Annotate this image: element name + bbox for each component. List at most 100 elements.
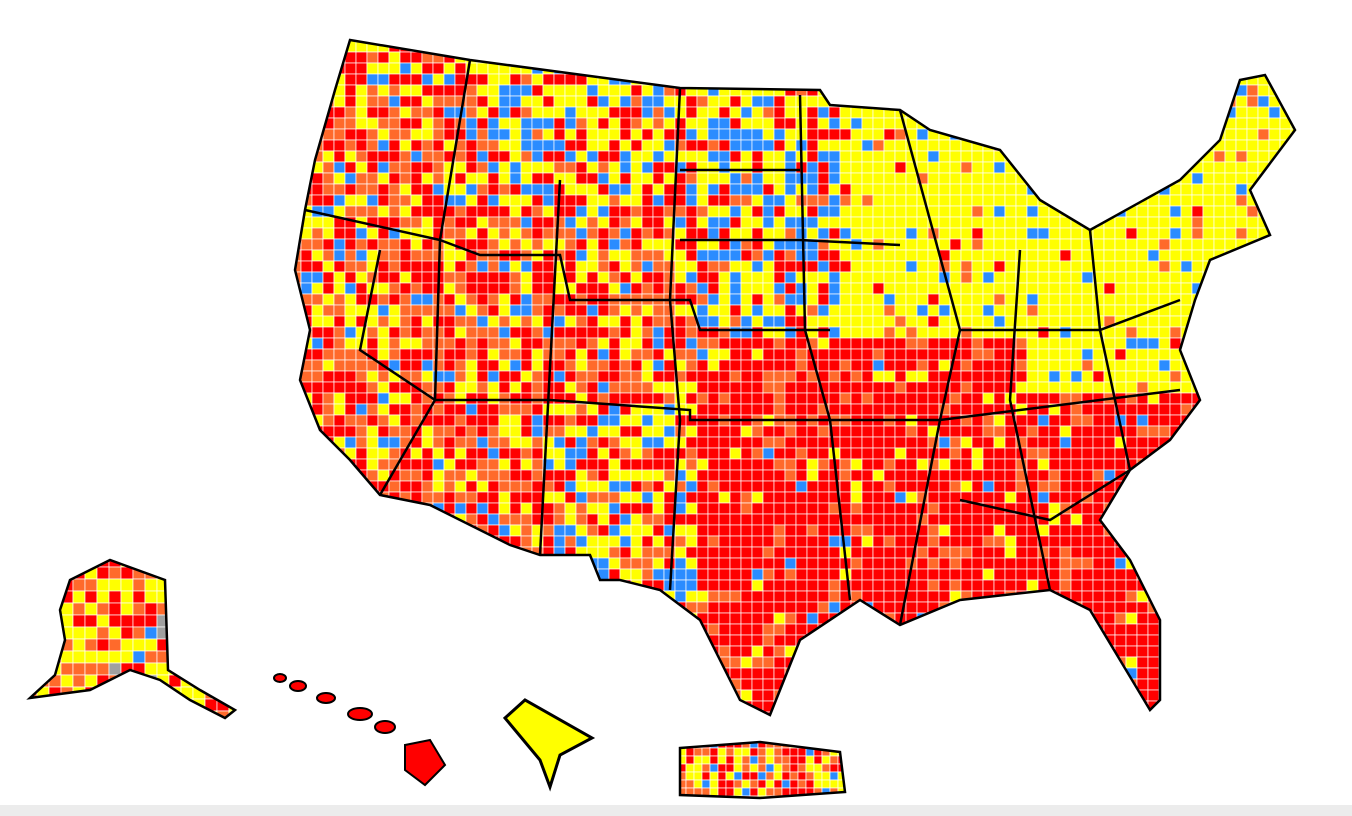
county xyxy=(366,40,379,42)
county xyxy=(487,282,500,295)
county xyxy=(839,139,852,152)
county xyxy=(1059,51,1072,64)
county xyxy=(993,447,1006,460)
county xyxy=(773,447,786,460)
county xyxy=(630,161,643,174)
county xyxy=(652,480,665,493)
county xyxy=(1257,381,1270,394)
county xyxy=(399,161,412,174)
county xyxy=(839,315,852,328)
county xyxy=(476,183,489,196)
county xyxy=(905,271,918,284)
county xyxy=(751,73,764,86)
county xyxy=(982,227,995,240)
county xyxy=(751,84,764,97)
county xyxy=(784,370,797,383)
county xyxy=(872,392,885,405)
county xyxy=(410,194,423,207)
county xyxy=(586,271,599,284)
county xyxy=(476,425,489,438)
county xyxy=(586,216,599,229)
county xyxy=(784,205,797,218)
county xyxy=(520,601,533,614)
county xyxy=(1268,590,1281,603)
county xyxy=(641,249,654,262)
county xyxy=(366,612,379,625)
county xyxy=(443,73,456,86)
county xyxy=(1224,337,1237,350)
county xyxy=(520,436,533,449)
county xyxy=(1169,447,1182,460)
county xyxy=(762,425,775,438)
county xyxy=(927,546,940,559)
county xyxy=(520,348,533,361)
county xyxy=(586,436,599,449)
county xyxy=(762,128,775,141)
county xyxy=(300,260,313,273)
county xyxy=(652,601,665,614)
county xyxy=(1004,590,1017,603)
county xyxy=(311,579,324,592)
county xyxy=(927,392,940,405)
county xyxy=(465,579,478,592)
county xyxy=(1257,128,1270,141)
county xyxy=(630,348,643,361)
county xyxy=(1059,359,1072,372)
county xyxy=(1059,304,1072,317)
county xyxy=(1224,348,1237,361)
county xyxy=(971,348,984,361)
county xyxy=(421,458,434,471)
county xyxy=(487,183,500,196)
county xyxy=(652,282,665,295)
county xyxy=(883,480,896,493)
county xyxy=(465,304,478,317)
county xyxy=(1114,84,1127,97)
county xyxy=(949,612,962,625)
county xyxy=(1136,117,1149,130)
county xyxy=(498,128,511,141)
county xyxy=(553,403,566,416)
county xyxy=(729,73,742,86)
county xyxy=(586,326,599,339)
county xyxy=(1268,117,1281,130)
county xyxy=(1268,238,1281,251)
county xyxy=(509,40,522,53)
county xyxy=(1290,40,1295,42)
county xyxy=(1136,359,1149,372)
county xyxy=(564,491,577,504)
county xyxy=(762,359,775,372)
county xyxy=(1180,260,1193,273)
county xyxy=(817,546,830,559)
county xyxy=(1213,150,1226,163)
county xyxy=(905,73,918,86)
county xyxy=(300,513,313,526)
county xyxy=(795,557,808,570)
county xyxy=(564,513,577,526)
county xyxy=(795,403,808,416)
county xyxy=(1158,535,1171,548)
county xyxy=(938,579,951,592)
county xyxy=(993,249,1006,262)
county xyxy=(388,172,401,185)
county xyxy=(1180,491,1193,504)
county xyxy=(1213,535,1226,548)
county xyxy=(388,238,401,251)
county xyxy=(1279,513,1292,526)
county xyxy=(740,139,753,152)
county xyxy=(949,150,962,163)
county xyxy=(377,535,390,548)
county xyxy=(1015,73,1028,86)
county xyxy=(388,535,401,548)
county xyxy=(1279,403,1292,416)
county xyxy=(1180,392,1193,405)
county xyxy=(949,546,962,559)
county xyxy=(883,513,896,526)
county xyxy=(520,590,533,603)
county xyxy=(949,216,962,229)
county xyxy=(839,238,852,251)
county xyxy=(1235,601,1248,614)
county xyxy=(1191,458,1204,471)
county xyxy=(1048,40,1061,42)
county xyxy=(795,579,808,592)
county xyxy=(729,106,742,119)
